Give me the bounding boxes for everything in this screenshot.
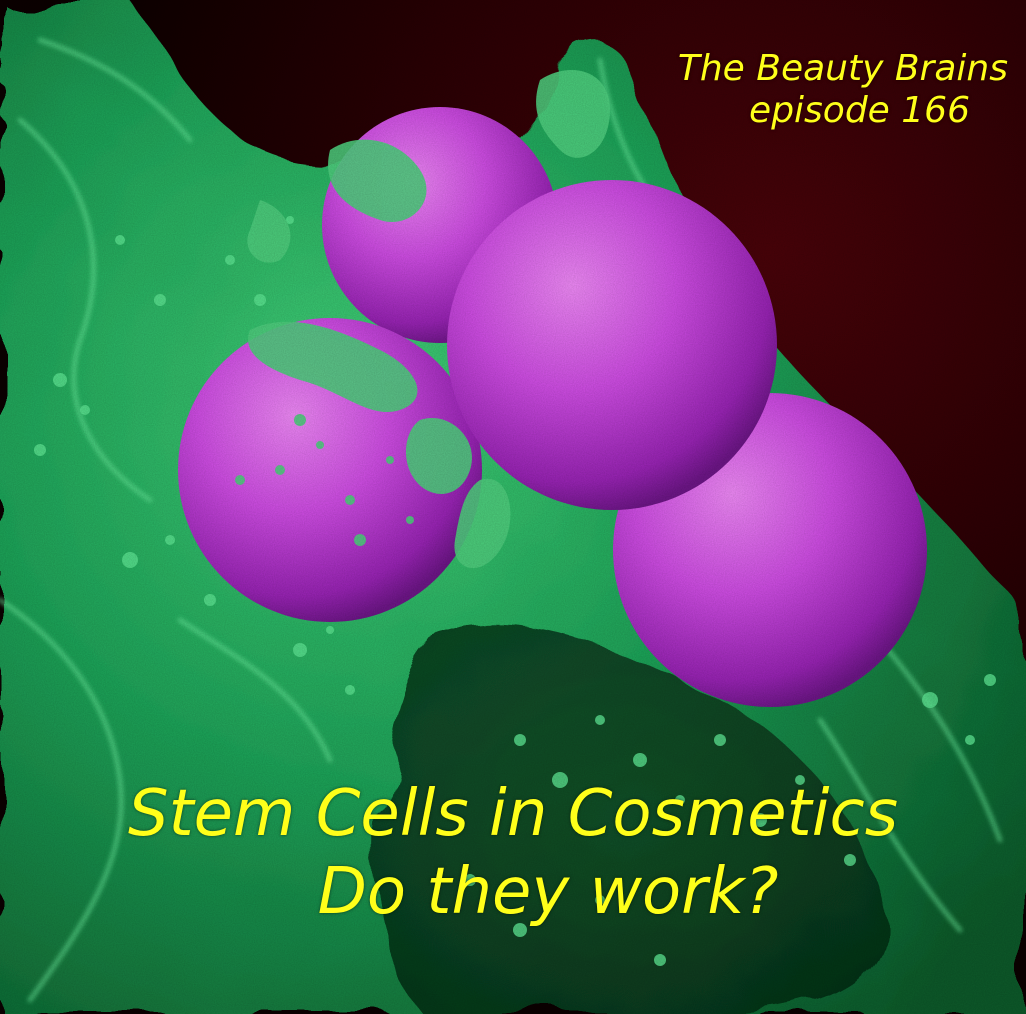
headline-title: Stem Cells in Cosmetics [127, 777, 899, 851]
headline: Stem Cells in Cosmetics Do they work? [0, 775, 1026, 931]
episode-label: episode 166 [749, 90, 970, 132]
headline-question: Do they work? [317, 855, 779, 930]
show-header: The Beauty Brains episode 166 [0, 48, 1008, 133]
show-name: The Beauty Brains [677, 48, 1008, 89]
